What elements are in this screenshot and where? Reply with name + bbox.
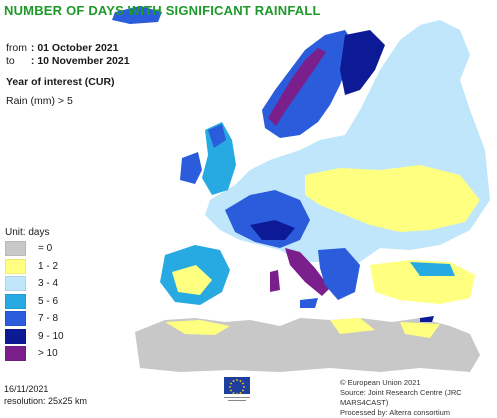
great-britain (202, 122, 236, 195)
source: Source: Joint Research Centre (JRC MARS4… (340, 388, 462, 407)
european-commission-logo (224, 377, 250, 401)
norway-coast (268, 48, 326, 126)
legend-item: > 10 (5, 346, 64, 362)
balkans (318, 248, 360, 300)
legend-item: 3 - 4 (5, 276, 64, 292)
issue-date: 16/11/2021 (4, 384, 49, 394)
to-date: : 10 November 2021 (30, 55, 130, 67)
italy (285, 248, 330, 296)
legend-unit: Unit: days (5, 227, 50, 238)
legend-item: = 0 (5, 241, 64, 257)
resolution: resolution: 25x25 km (4, 396, 88, 406)
north-africa-yellow (165, 318, 440, 338)
alps-wet (250, 220, 295, 240)
to-label: to (6, 55, 15, 67)
copyright: © European Union 2021 (340, 378, 421, 387)
legend-swatch (5, 293, 26, 309)
legend: Unit: days = 0 1 - 2 3 - 4 5 - 6 7 - 8 9… (5, 227, 64, 364)
legend-label: 1 - 2 (38, 260, 59, 272)
legend-item: 5 - 6 (5, 293, 64, 310)
finland-north (340, 30, 385, 95)
iberia-dry (172, 265, 212, 295)
credits: © European Union 2021 Source: Joint Rese… (340, 378, 497, 418)
legend-swatch (5, 276, 26, 292)
legend-item: 7 - 8 (5, 311, 64, 327)
year-of-interest: Year of interest (CUR) (6, 76, 115, 88)
sicily (300, 298, 318, 308)
legend-swatch (5, 258, 26, 274)
legend-label: = 0 (38, 243, 53, 255)
period-start: from : 01 October 2021 (6, 42, 118, 54)
legend-label: 3 - 4 (38, 278, 59, 290)
iceland (112, 6, 162, 24)
legend-swatch (5, 241, 26, 257)
map-title: NUMBER OF DAYS WITH SIGNIFICANT RAINFALL (4, 3, 321, 18)
legend-label: 5 - 6 (38, 295, 59, 307)
sardinia (270, 270, 280, 292)
scotland-wet (208, 124, 226, 148)
from-date: : 01 October 2021 (30, 42, 119, 54)
legend-item: 9 - 10 (5, 328, 64, 345)
legend-swatch (5, 346, 26, 362)
east-europe-dry (305, 165, 480, 232)
legend-swatch (5, 328, 26, 344)
legend-label: 7 - 8 (38, 313, 59, 325)
legend-item: 1 - 2 (5, 258, 64, 275)
from-label: from (6, 42, 27, 54)
rain-threshold: Rain (mm) > 5 (6, 95, 73, 107)
legend-label: 9 - 10 (38, 330, 64, 342)
north-africa-land (135, 318, 480, 372)
period-end: to : 10 November 2021 (6, 55, 130, 67)
ireland (180, 152, 202, 184)
cyprus (420, 316, 434, 322)
legend-swatch (5, 311, 26, 327)
legend-label: > 10 (38, 348, 58, 360)
turkey-wet (410, 262, 455, 276)
